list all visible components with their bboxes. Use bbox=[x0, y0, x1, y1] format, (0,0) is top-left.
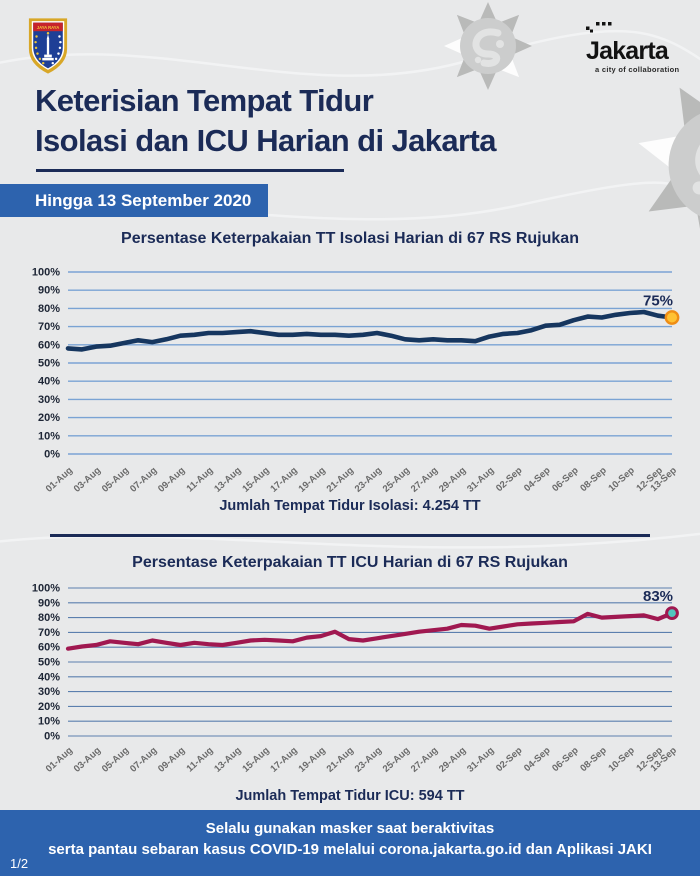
footer-line-1: Selalu gunakan masker saat beraktivitas bbox=[205, 820, 495, 837]
page-indicator: 1/2 bbox=[10, 856, 29, 871]
title-line-1: Keterisian Tempat Tidur bbox=[35, 83, 374, 118]
svg-text:25-Aug: 25-Aug bbox=[381, 745, 412, 775]
virus-icon bbox=[444, 2, 532, 90]
svg-text:31-Aug: 31-Aug bbox=[465, 745, 496, 775]
svg-text:29-Aug: 29-Aug bbox=[437, 745, 468, 775]
svg-text:60%: 60% bbox=[38, 339, 60, 351]
svg-text:90%: 90% bbox=[38, 597, 60, 609]
jakarta-coat-of-arms: JAYA RAYA bbox=[27, 15, 69, 82]
svg-text:17-Aug: 17-Aug bbox=[268, 465, 299, 495]
svg-text:08-Sep: 08-Sep bbox=[578, 745, 609, 774]
svg-text:10%: 10% bbox=[38, 716, 60, 728]
svg-text:03-Aug: 03-Aug bbox=[72, 745, 103, 775]
title-line-2: Isolasi dan ICU Harian di Jakarta bbox=[35, 123, 496, 158]
svg-text:15-Aug: 15-Aug bbox=[240, 745, 271, 775]
isolasi-bed-total-caption: Jumlah Tempat Tidur Isolasi: 4.254 TT bbox=[219, 498, 481, 514]
date-banner: Hingga 13 September 2020 bbox=[0, 184, 268, 217]
title-underline bbox=[36, 169, 344, 172]
svg-text:13-Aug: 13-Aug bbox=[212, 745, 243, 775]
svg-text:19-Aug: 19-Aug bbox=[297, 745, 328, 775]
crest-icon: JAYA RAYA bbox=[28, 18, 68, 74]
svg-text:04-Sep: 04-Sep bbox=[522, 745, 553, 774]
svg-text:27-Aug: 27-Aug bbox=[409, 745, 440, 775]
svg-text:09-Aug: 09-Aug bbox=[156, 745, 187, 775]
crest-motto: JAYA RAYA bbox=[37, 25, 60, 30]
svg-text:23-Aug: 23-Aug bbox=[353, 465, 384, 495]
svg-text:80%: 80% bbox=[38, 612, 60, 624]
svg-text:23-Aug: 23-Aug bbox=[353, 745, 384, 775]
svg-text:31-Aug: 31-Aug bbox=[465, 465, 496, 495]
svg-text:0%: 0% bbox=[44, 449, 60, 461]
svg-text:11-Aug: 11-Aug bbox=[185, 465, 216, 494]
page-title: Keterisian Tempat Tidur Isolasi dan ICU … bbox=[35, 81, 496, 161]
svg-text:70%: 70% bbox=[38, 627, 60, 639]
svg-text:20%: 20% bbox=[38, 701, 60, 713]
svg-text:40%: 40% bbox=[38, 671, 60, 683]
svg-text:70%: 70% bbox=[38, 321, 60, 333]
svg-text:01-Aug: 01-Aug bbox=[44, 745, 75, 775]
svg-text:02-Sep: 02-Sep bbox=[494, 745, 525, 774]
svg-text:83%: 83% bbox=[643, 588, 673, 605]
svg-text:09-Aug: 09-Aug bbox=[156, 465, 187, 495]
footer-banner: Selalu gunakan masker saat beraktivitas … bbox=[0, 810, 700, 876]
svg-text:40%: 40% bbox=[38, 376, 60, 388]
isolasi-line-chart: 0%10%20%30%40%50%60%70%80%90%100%01-Aug0… bbox=[32, 267, 680, 495]
jakarta-tagline: a city of collaboration bbox=[595, 65, 680, 74]
jakarta-logo-dots-icon bbox=[586, 22, 612, 33]
svg-text:50%: 50% bbox=[38, 358, 60, 370]
svg-text:04-Sep: 04-Sep bbox=[522, 465, 553, 494]
svg-text:19-Aug: 19-Aug bbox=[297, 465, 328, 495]
svg-text:100%: 100% bbox=[32, 267, 60, 279]
svg-text:100%: 100% bbox=[32, 583, 60, 595]
svg-text:08-Sep: 08-Sep bbox=[578, 465, 609, 494]
svg-text:13-Aug: 13-Aug bbox=[212, 465, 243, 495]
jakarta-logo: Jakarta a city of collaboration bbox=[586, 20, 696, 74]
svg-text:07-Aug: 07-Aug bbox=[128, 745, 159, 775]
svg-text:30%: 30% bbox=[38, 394, 60, 406]
jakarta-wordmark: Jakarta bbox=[586, 37, 669, 65]
svg-text:15-Aug: 15-Aug bbox=[240, 465, 271, 495]
svg-text:29-Aug: 29-Aug bbox=[437, 465, 468, 495]
svg-text:21-Aug: 21-Aug bbox=[325, 745, 356, 775]
svg-text:07-Aug: 07-Aug bbox=[128, 465, 159, 495]
svg-text:10-Sep: 10-Sep bbox=[606, 465, 637, 494]
footer-line-2: serta pantau sebaran kasus COVID-19 mela… bbox=[48, 841, 652, 858]
svg-text:21-Aug: 21-Aug bbox=[325, 465, 356, 495]
svg-text:06-Sep: 06-Sep bbox=[550, 465, 581, 494]
svg-text:10%: 10% bbox=[38, 430, 60, 442]
section-divider bbox=[50, 534, 650, 537]
svg-text:50%: 50% bbox=[38, 657, 60, 669]
svg-text:30%: 30% bbox=[38, 686, 60, 698]
svg-text:60%: 60% bbox=[38, 642, 60, 654]
svg-text:80%: 80% bbox=[38, 303, 60, 315]
svg-text:06-Sep: 06-Sep bbox=[550, 745, 581, 774]
svg-text:17-Aug: 17-Aug bbox=[268, 745, 299, 775]
svg-text:05-Aug: 05-Aug bbox=[100, 465, 131, 495]
svg-text:75%: 75% bbox=[643, 293, 673, 310]
svg-text:02-Sep: 02-Sep bbox=[494, 465, 525, 494]
svg-text:10-Sep: 10-Sep bbox=[606, 745, 637, 774]
svg-text:0%: 0% bbox=[44, 731, 60, 743]
svg-text:05-Aug: 05-Aug bbox=[100, 745, 131, 775]
svg-text:25-Aug: 25-Aug bbox=[381, 465, 412, 495]
icu-line-chart: 0%10%20%30%40%50%60%70%80%90%100%01-Aug0… bbox=[32, 583, 679, 775]
svg-text:90%: 90% bbox=[38, 285, 60, 297]
svg-text:20%: 20% bbox=[38, 412, 60, 424]
icu-bed-total-caption: Jumlah Tempat Tidur ICU: 594 TT bbox=[235, 788, 465, 804]
svg-text:03-Aug: 03-Aug bbox=[72, 465, 103, 495]
svg-text:11-Aug: 11-Aug bbox=[185, 745, 216, 774]
icu-chart-title: Persentase Keterpakaian TT ICU Harian di… bbox=[132, 554, 568, 571]
isolasi-chart-title: Persentase Keterpakaian TT Isolasi Haria… bbox=[121, 230, 579, 247]
svg-text:01-Aug: 01-Aug bbox=[44, 465, 75, 495]
svg-text:27-Aug: 27-Aug bbox=[409, 465, 440, 495]
